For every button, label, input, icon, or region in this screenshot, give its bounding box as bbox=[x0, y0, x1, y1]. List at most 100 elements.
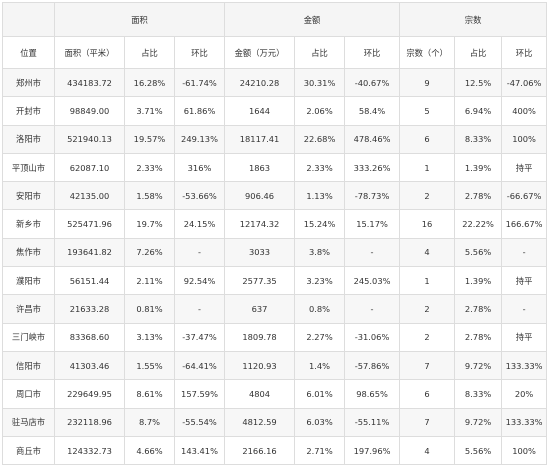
cell-location: 周口市 bbox=[2, 379, 55, 409]
cell-amount-mom: 245.03% bbox=[344, 266, 401, 296]
cell-count: 16 bbox=[399, 209, 456, 239]
cell-count: 6 bbox=[399, 124, 456, 154]
cell-location: 郑州市 bbox=[2, 67, 55, 98]
cell-location: 三门峡市 bbox=[2, 322, 55, 352]
cell-area-share: 16.28% bbox=[124, 67, 175, 98]
cell-area-mom: - bbox=[173, 237, 226, 268]
cell-count: 2 bbox=[399, 181, 456, 211]
cell-area-mom: -55.54% bbox=[173, 407, 226, 437]
cell-count-mom: 持平 bbox=[501, 322, 548, 352]
cell-amount-mom: 15.17% bbox=[344, 209, 401, 239]
table-row: 郑州市 434183.72 16.28% -61.74% 24210.28 30.31% -… bbox=[2, 67, 548, 98]
column-header-count-mom: 环比 bbox=[501, 36, 548, 69]
cell-amount: 906.46 bbox=[224, 181, 296, 211]
cell-area-mom: - bbox=[173, 294, 226, 324]
cell-location: 平顶山市 bbox=[2, 152, 55, 183]
cell-amount-share: 2.71% bbox=[294, 435, 346, 465]
cell-count: 4 bbox=[399, 435, 456, 465]
cell-amount-mom: -31.06% bbox=[344, 322, 401, 352]
cell-count-mom: -47.06% bbox=[501, 67, 548, 98]
cell-amount-share: 3.23% bbox=[294, 266, 346, 296]
column-header-amount: 金额（万元） bbox=[224, 36, 296, 69]
group-header-row: 面积 金额 宗数 bbox=[2, 2, 548, 37]
cell-area: 62087.10 bbox=[54, 152, 125, 183]
group-header-area: 面积 bbox=[53, 2, 226, 37]
cell-amount: 1120.93 bbox=[224, 350, 296, 381]
table-row: 周口市 229649.95 8.61% 157.59% 4804 6.01% 98.65% 6… bbox=[2, 379, 548, 409]
column-header-location: 位置 bbox=[2, 36, 55, 69]
table-body: 郑州市 434183.72 16.28% -61.74% 24210.28 30.31% -… bbox=[2, 67, 548, 465]
cell-area-share: 8.61% bbox=[124, 379, 175, 409]
cell-area-mom: -61.74% bbox=[173, 67, 226, 98]
cell-amount: 2577.35 bbox=[224, 266, 296, 296]
cell-amount-share: 15.24% bbox=[294, 209, 346, 239]
cell-area: 21633.28 bbox=[54, 294, 125, 324]
cell-amount-mom: 98.65% bbox=[344, 379, 401, 409]
cell-amount: 24210.28 bbox=[224, 67, 296, 98]
cell-count-mom: 持平 bbox=[501, 152, 548, 183]
cell-count-share: 1.39% bbox=[454, 266, 503, 296]
cell-location: 驻马店市 bbox=[2, 407, 55, 437]
cell-area-mom: -53.66% bbox=[173, 181, 226, 211]
cell-amount: 1644 bbox=[224, 96, 296, 126]
cell-amount-mom: -78.73% bbox=[344, 181, 401, 211]
table-row: 开封市 98849.00 3.71% 61.86% 1644 2.06% 58.4% 5 6.9… bbox=[2, 96, 548, 126]
cell-count-share: 8.33% bbox=[454, 379, 503, 409]
cell-count-mom: 20% bbox=[501, 379, 548, 409]
cell-area-share: 2.11% bbox=[124, 266, 175, 296]
group-header-blank bbox=[2, 2, 55, 37]
table-row: 新乡市 525471.96 19.7% 24.15% 12174.32 15.24% 15.… bbox=[2, 209, 548, 239]
cell-location: 开封市 bbox=[2, 96, 55, 126]
column-header-amount-mom: 环比 bbox=[344, 36, 401, 69]
cell-count: 2 bbox=[399, 294, 456, 324]
column-header-area-share: 占比 bbox=[124, 36, 175, 69]
cell-area-share: 2.33% bbox=[124, 152, 175, 183]
cell-area-share: 1.58% bbox=[124, 181, 175, 211]
cell-area-share: 1.55% bbox=[124, 350, 175, 381]
cell-count-mom: 400% bbox=[501, 96, 548, 126]
cell-count-share: 2.78% bbox=[454, 322, 503, 352]
table-row: 焦作市 193641.82 7.26% -3033 3.8% -4 5.56% - bbox=[2, 237, 548, 268]
cell-count-mom: 166.67% bbox=[501, 209, 548, 239]
cell-area-mom: 143.41% bbox=[173, 435, 226, 465]
table-row: 信阳市 41303.46 1.55% -64.41% 1120.93 1.4% -57.86… bbox=[2, 350, 548, 381]
cell-amount-share: 2.06% bbox=[294, 96, 346, 126]
cell-area-share: 3.13% bbox=[124, 322, 175, 352]
cell-amount-share: 3.8% bbox=[294, 237, 346, 268]
cell-area: 83368.60 bbox=[54, 322, 125, 352]
cell-location: 焦作市 bbox=[2, 237, 55, 268]
cell-area-share: 19.57% bbox=[124, 124, 175, 154]
cell-location: 安阳市 bbox=[2, 181, 55, 211]
cell-area-share: 19.7% bbox=[124, 209, 175, 239]
table-row: 洛阳市 521940.13 19.57% 249.13% 18117.41 22.68% 4… bbox=[2, 124, 548, 154]
cell-count: 2 bbox=[399, 322, 456, 352]
cell-area-mom: 157.59% bbox=[173, 379, 226, 409]
cell-count-mom: 100% bbox=[501, 435, 548, 465]
cell-area: 193641.82 bbox=[54, 237, 125, 268]
cell-amount: 3033 bbox=[224, 237, 296, 268]
cell-count-share: 1.39% bbox=[454, 152, 503, 183]
cell-count-share: 12.5% bbox=[454, 67, 503, 98]
cell-count: 7 bbox=[399, 350, 456, 381]
cell-count-share: 9.72% bbox=[454, 407, 503, 437]
cell-area: 229649.95 bbox=[54, 379, 125, 409]
cell-count-mom: 持平 bbox=[501, 266, 548, 296]
cell-amount-share: 1.13% bbox=[294, 181, 346, 211]
cell-area: 525471.96 bbox=[54, 209, 125, 239]
table-row: 平顶山市 62087.10 2.33% 316% 1863 2.33% 333.26% 1 1.… bbox=[2, 152, 548, 183]
column-header-area: 面积（平米） bbox=[54, 36, 125, 69]
cell-location: 许昌市 bbox=[2, 294, 55, 324]
cell-count: 5 bbox=[399, 96, 456, 126]
cell-area-mom: -64.41% bbox=[173, 350, 226, 381]
cell-count-share: 5.56% bbox=[454, 237, 503, 268]
table-row: 驻马店市 232118.96 8.7% -55.54% 4812.59 6.03% -55.… bbox=[2, 407, 548, 437]
cell-count-mom: 133.33% bbox=[501, 350, 548, 381]
cell-amount: 1809.78 bbox=[224, 322, 296, 352]
cell-count: 6 bbox=[399, 379, 456, 409]
table-row: 安阳市 42135.00 1.58% -53.66% 906.46 1.13% -78.73… bbox=[2, 181, 548, 211]
cell-amount: 12174.32 bbox=[224, 209, 296, 239]
column-header-amount-share: 占比 bbox=[294, 36, 346, 69]
cell-area-share: 4.66% bbox=[124, 435, 175, 465]
cell-count: 7 bbox=[399, 407, 456, 437]
